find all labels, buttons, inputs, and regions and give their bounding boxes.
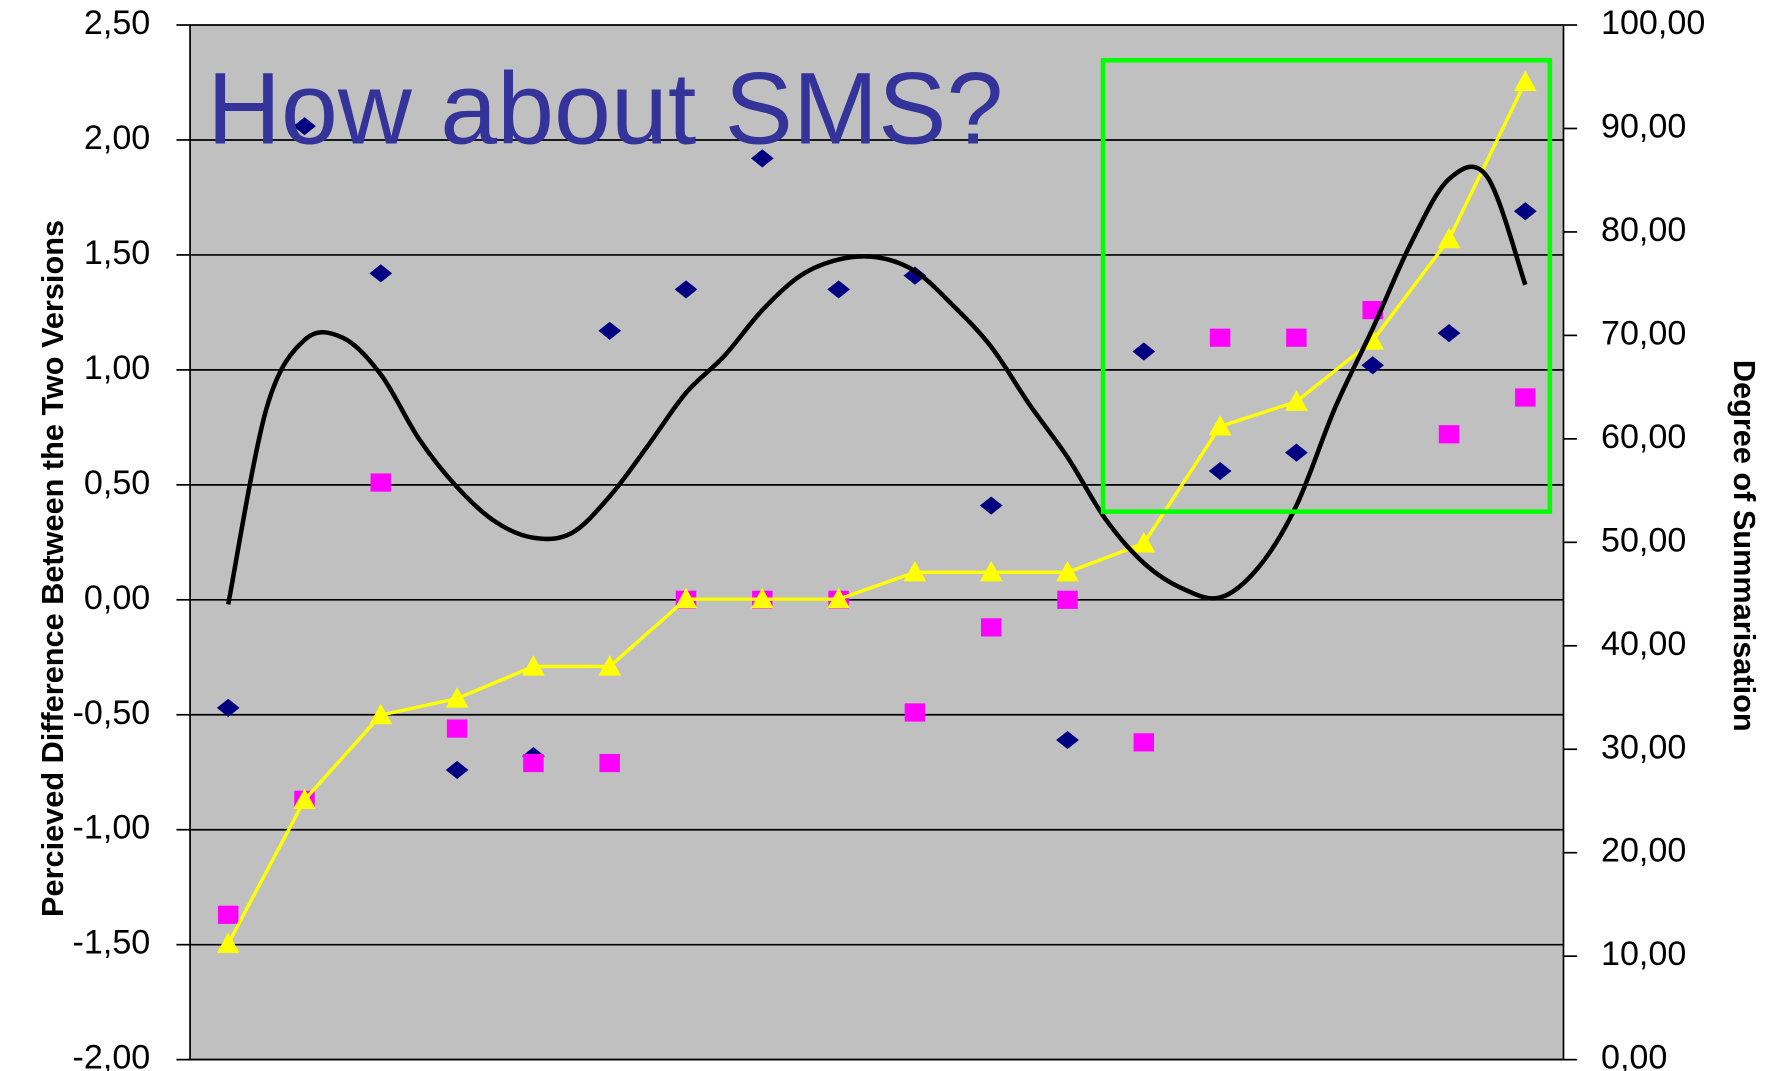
diamond-marker: [1132, 342, 1156, 361]
square-marker: [1057, 590, 1078, 609]
y-tick-label: -1,50: [73, 924, 151, 962]
diamond-marker: [369, 264, 393, 283]
y-tick-label: 2,50: [84, 4, 150, 42]
triangle-marker: [522, 655, 545, 676]
square-marker: [1209, 328, 1231, 347]
y2-tick-label: 100,00: [1601, 4, 1705, 42]
y2-axis-title: Degree of Summarisation: [1727, 360, 1762, 732]
highlight-box: [1100, 57, 1553, 514]
diamond-marker: [1513, 202, 1537, 221]
y-tick-label: -0,50: [73, 694, 151, 732]
diamond-marker: [1285, 443, 1308, 462]
y2-tick-label: 60,00: [1601, 418, 1686, 456]
square-marker: [523, 753, 544, 773]
trend-line: [225, 164, 1528, 605]
series-line: [226, 81, 1527, 945]
y2-tick-label: 80,00: [1601, 211, 1686, 249]
y2-tick-label: 40,00: [1601, 625, 1686, 663]
diamond-marker: [216, 698, 240, 717]
square-marker: [1286, 328, 1307, 347]
y-tick-label: -2,00: [73, 1039, 151, 1071]
plot-background: [190, 25, 1564, 1060]
y-tick-label: 2,00: [84, 119, 150, 157]
y-tick-label: 0,00: [84, 579, 150, 617]
y-tick-label: 0,50: [84, 464, 150, 502]
plot-area: -2,00 -1,50 -1,00 -0,50 0,00 0,50 1,00 1,50 2,00…: [73, 4, 1706, 1071]
diamond-marker: [1208, 461, 1232, 481]
triangle-marker: [903, 560, 927, 582]
triangle-marker: [750, 587, 774, 609]
diamond-marker: [1056, 730, 1079, 750]
diamond-marker: [750, 149, 774, 168]
y-tick-label: -1,00: [73, 809, 151, 847]
square-marker: [370, 473, 392, 492]
square-marker: [599, 753, 620, 773]
triangle-marker: [293, 788, 316, 810]
square-marker: [217, 905, 239, 924]
chart-title: How about SMS?: [207, 50, 1003, 165]
y2-tick-label: 20,00: [1601, 832, 1686, 870]
diamond-marker: [1361, 356, 1385, 375]
y2-tick-label: 30,00: [1601, 728, 1686, 766]
triangle-marker: [1208, 415, 1232, 436]
triangle-marker: [369, 703, 393, 725]
y2-tick-label: 70,00: [1601, 314, 1686, 352]
triangle-marker: [1513, 70, 1537, 92]
y-tick-label: 1,00: [84, 349, 150, 387]
triangle-marker: [979, 560, 1003, 582]
y-axis-title: Percieved Difference Between the Two Ver…: [35, 220, 70, 917]
y2-tick-label: 10,00: [1601, 935, 1686, 973]
square-marker: [1438, 425, 1460, 444]
square-marker: [446, 719, 468, 738]
square-marker: [904, 703, 926, 722]
triangle-marker: [1132, 531, 1156, 553]
square-marker: [1133, 733, 1155, 752]
triangle-marker: [216, 932, 240, 953]
y2-tick-label: 0,00: [1601, 1039, 1667, 1071]
y2-tick-label: 90,00: [1601, 107, 1686, 145]
triangle-marker: [1056, 560, 1079, 582]
y2-tick-label: 50,00: [1601, 521, 1686, 559]
triangle-marker: [1285, 390, 1308, 411]
diamond-marker: [827, 280, 850, 299]
y-tick-label: 1,50: [84, 234, 150, 272]
diamond-marker: [979, 496, 1003, 515]
diamond-marker: [674, 280, 698, 299]
triangle-marker: [674, 587, 698, 609]
triangle-marker: [1437, 227, 1461, 249]
triangle-marker: [598, 655, 622, 676]
triangle-marker: [445, 687, 469, 708]
square-marker: [980, 618, 1002, 637]
square-marker: [1515, 388, 1536, 407]
diamond-marker: [445, 760, 469, 780]
triangle-marker: [827, 587, 850, 609]
